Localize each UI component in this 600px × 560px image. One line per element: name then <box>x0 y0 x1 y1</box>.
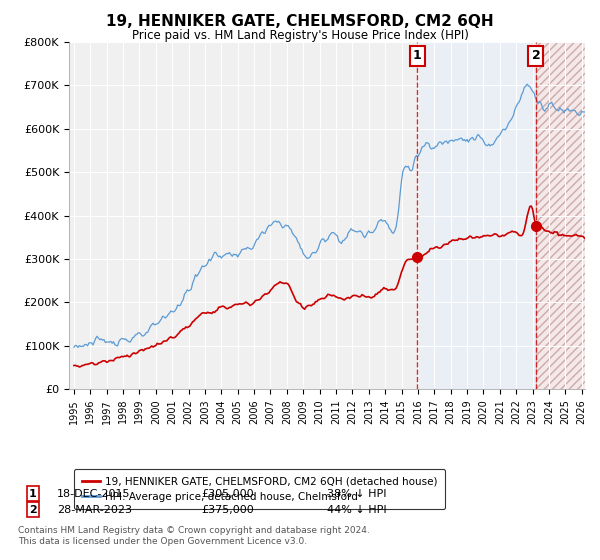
Text: 28-MAR-2023: 28-MAR-2023 <box>57 505 132 515</box>
Text: Price paid vs. HM Land Registry's House Price Index (HPI): Price paid vs. HM Land Registry's House … <box>131 29 469 42</box>
Text: 1: 1 <box>413 49 422 62</box>
Bar <box>536 42 590 389</box>
Text: £305,000: £305,000 <box>201 489 254 499</box>
Bar <box>536 42 590 389</box>
Text: 2: 2 <box>29 505 37 515</box>
Text: 19, HENNIKER GATE, CHELMSFORD, CM2 6QH: 19, HENNIKER GATE, CHELMSFORD, CM2 6QH <box>106 14 494 29</box>
Legend: 19, HENNIKER GATE, CHELMSFORD, CM2 6QH (detached house), HPI: Average price, det: 19, HENNIKER GATE, CHELMSFORD, CM2 6QH (… <box>74 469 445 509</box>
Text: 2: 2 <box>532 49 541 62</box>
Text: 18-DEC-2015: 18-DEC-2015 <box>57 489 131 499</box>
Bar <box>417 42 536 389</box>
Text: 1: 1 <box>29 489 37 499</box>
Text: Contains HM Land Registry data © Crown copyright and database right 2024.: Contains HM Land Registry data © Crown c… <box>18 526 370 535</box>
Text: 44% ↓ HPI: 44% ↓ HPI <box>327 505 386 515</box>
Text: £375,000: £375,000 <box>201 505 254 515</box>
Text: This data is licensed under the Open Government Licence v3.0.: This data is licensed under the Open Gov… <box>18 537 307 546</box>
Text: 38% ↓ HPI: 38% ↓ HPI <box>327 489 386 499</box>
